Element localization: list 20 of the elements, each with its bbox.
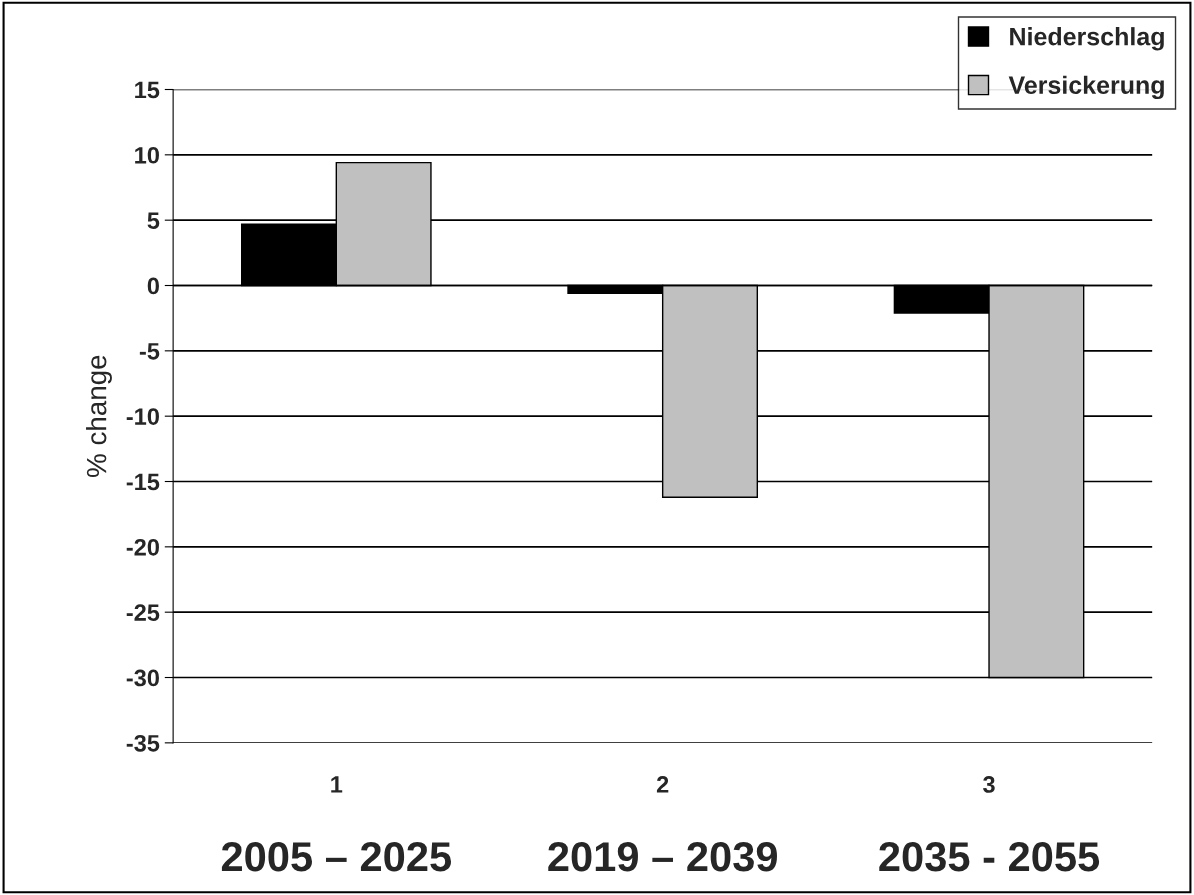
y-tick-label: 5 [147,212,160,229]
y-tick-label: -30 [126,669,159,687]
text: 2019 – 2039 [548,841,777,872]
y-tick-label: 15 [135,81,160,99]
x-tick-label: 2 [656,776,669,793]
x-tick-label: 1 [331,776,343,793]
y-tick-label: -5 [139,343,160,360]
legend-label: Versickerung [1008,75,1164,100]
legend-label: Niederschlag [1010,27,1164,51]
y-tick-label: -35 [126,734,160,752]
y-tick-label: 10 [135,146,159,164]
y-axis-title: % change [86,355,112,477]
text: 2005 – 2025 [221,841,452,872]
y-tick-label: -15 [126,473,160,491]
y-tick-label: 0 [147,277,159,295]
y-tick-label: -10 [126,408,159,425]
y-tick-label: -25 [126,604,160,621]
text: 2035 - 2055 [879,841,1100,872]
y-tick-label: -20 [126,538,159,556]
x-tick-label: 3 [983,776,995,793]
